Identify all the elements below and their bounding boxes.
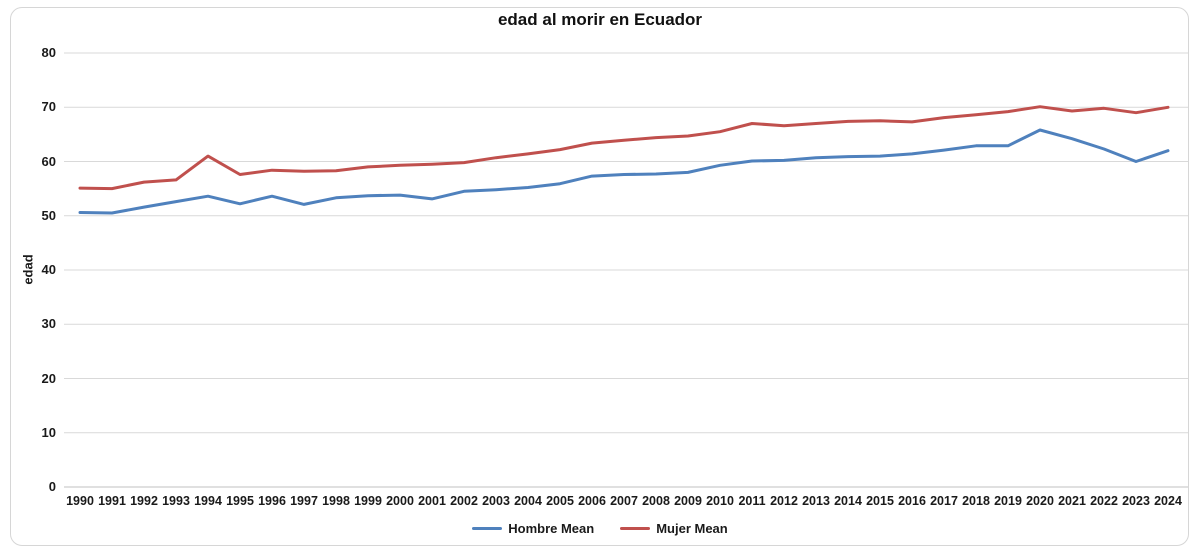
x-tick-label: 1991 xyxy=(98,494,126,508)
x-tick-label: 1995 xyxy=(226,494,254,508)
y-tick-label: 20 xyxy=(41,370,56,386)
series-line-hombre-mean xyxy=(78,128,1170,215)
x-tick-label: 2015 xyxy=(866,494,894,508)
x-tick-label: 1990 xyxy=(66,494,94,508)
x-tick-label: 1998 xyxy=(322,494,350,508)
x-tick-label: 2006 xyxy=(578,494,606,508)
x-tick-label: 2011 xyxy=(738,494,766,508)
x-tick-label: 2013 xyxy=(802,494,830,508)
chart-title: edad al morir en Ecuador xyxy=(497,10,703,29)
chart-legend: Hombre Mean Mujer Mean xyxy=(0,521,1200,536)
x-tick-label: 2018 xyxy=(962,494,990,508)
x-tick-label: 1997 xyxy=(290,494,318,508)
y-tick-label: 60 xyxy=(41,153,56,169)
x-tick-label: 2019 xyxy=(994,494,1022,508)
x-tick-label: 2022 xyxy=(1090,494,1118,508)
legend-label: Mujer Mean xyxy=(656,521,728,536)
y-tick-label: 80 xyxy=(41,45,56,60)
x-tick-label: 2024 xyxy=(1154,494,1182,508)
y-tick-label: 40 xyxy=(41,262,56,277)
x-tick-label: 2017 xyxy=(930,494,958,508)
legend-line-swatch xyxy=(620,527,651,530)
x-tick-label: 2014 xyxy=(834,494,862,508)
x-tick-label: 2020 xyxy=(1026,494,1054,508)
x-tick-label: 2002 xyxy=(450,494,478,508)
y-tick-label: 30 xyxy=(41,316,56,332)
y-tick-label: 50 xyxy=(41,207,56,223)
x-tick-label: 2021 xyxy=(1058,494,1086,508)
y-tick-label: 10 xyxy=(41,424,56,440)
legend-item: Mujer Mean xyxy=(620,521,728,536)
x-tick-label: 2000 xyxy=(386,494,414,508)
x-tick-label: 2001 xyxy=(418,494,446,508)
series-line-mujer-mean xyxy=(78,105,1170,191)
x-tick-label: 1999 xyxy=(354,494,382,508)
x-tick-label: 1996 xyxy=(258,494,286,508)
x-tick-label: 2023 xyxy=(1122,494,1150,508)
x-tick-label: 2008 xyxy=(642,494,670,508)
y-tick-label: 0 xyxy=(48,479,56,494)
chart-frame-border xyxy=(10,7,1189,546)
x-tick-label: 2003 xyxy=(482,494,510,508)
legend-label: Hombre Mean xyxy=(508,521,595,536)
x-tick-label: 2012 xyxy=(770,494,798,508)
x-tick-label: 1992 xyxy=(130,494,158,508)
x-tick-label: 2016 xyxy=(898,494,926,508)
x-tick-label: 2005 xyxy=(546,494,574,508)
x-tick-label: 2007 xyxy=(610,494,638,508)
x-tick-label: 1993 xyxy=(162,494,190,508)
x-tick-label: 2004 xyxy=(514,494,542,508)
y-tick-label: 70 xyxy=(41,99,56,115)
x-tick-label: 2010 xyxy=(706,494,734,508)
x-tick-label: 2009 xyxy=(674,494,702,508)
legend-item: Hombre Mean xyxy=(472,521,594,536)
legend-line-swatch xyxy=(472,527,503,530)
y-axis-title: edad xyxy=(20,254,36,285)
x-tick-label: 1994 xyxy=(194,494,222,508)
